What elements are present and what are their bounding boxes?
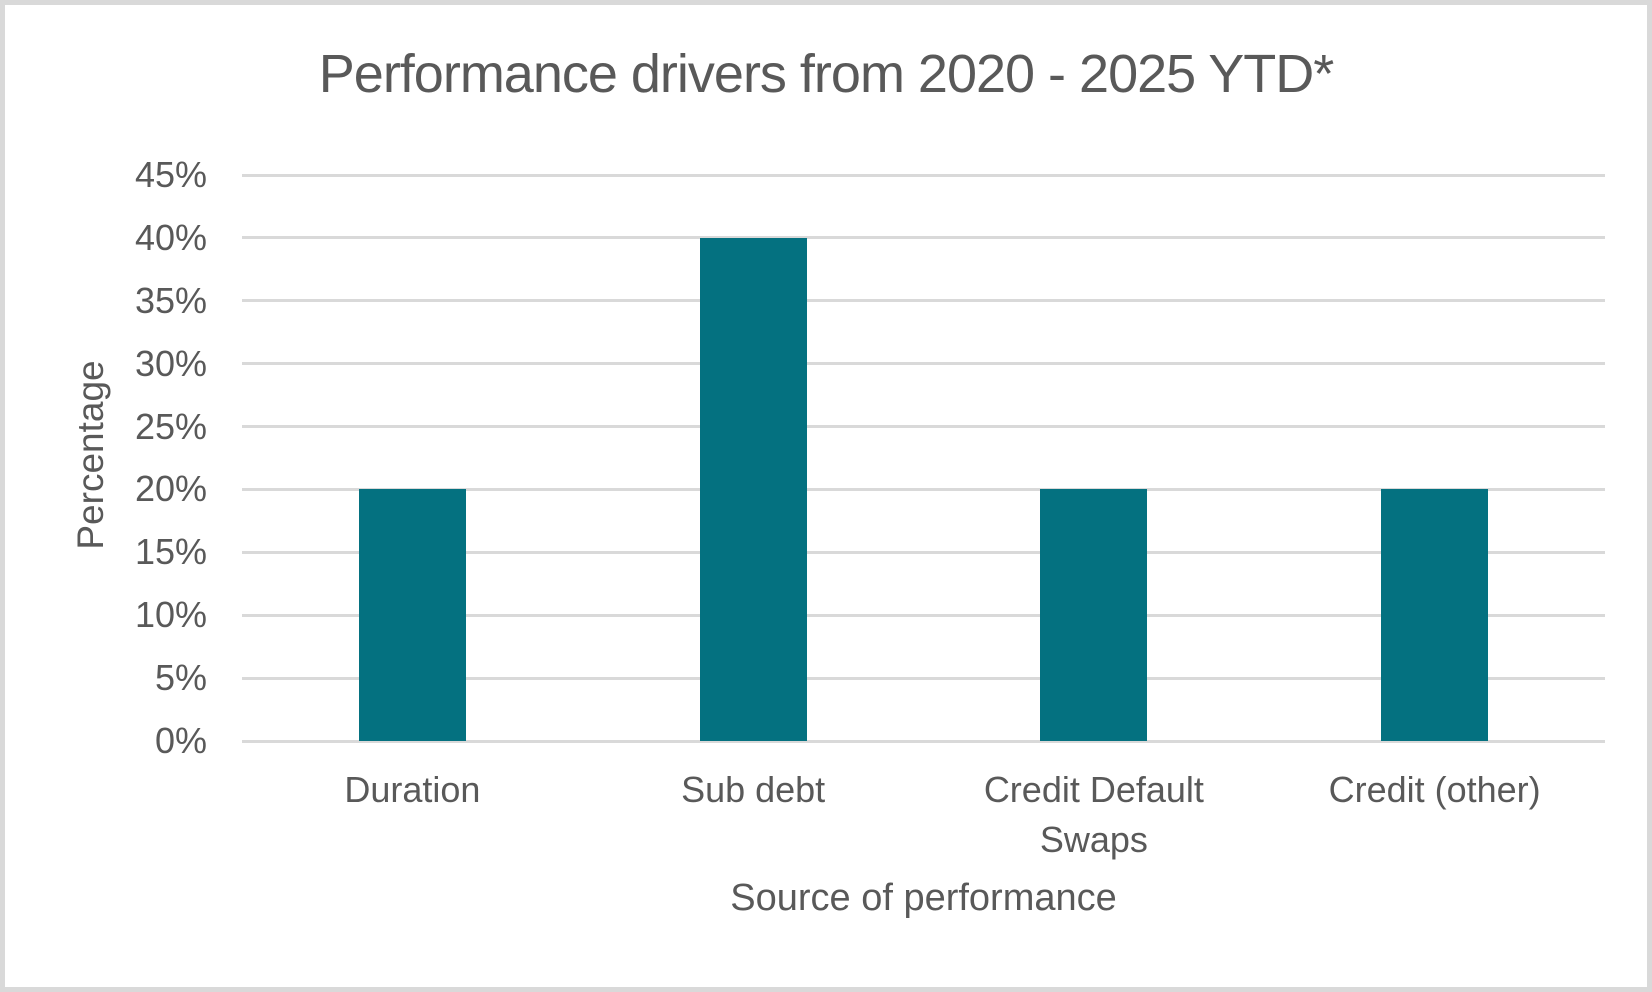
x-axis-category-label: Duration [344, 769, 481, 810]
y-axis-tick-label: 25% [134, 405, 207, 447]
y-axis-title: Percentage [70, 360, 111, 550]
gridline [242, 362, 1605, 366]
y-axis-tick-label: 20% [134, 468, 207, 510]
y-axis-tick-label: 35% [134, 279, 207, 321]
gridline [242, 173, 1605, 177]
gridline [242, 676, 1605, 680]
y-axis-tick-label: 5% [154, 657, 207, 699]
y-axis-tick-label: 15% [134, 531, 207, 573]
bar-credit-other [1381, 489, 1489, 741]
gridline [242, 739, 1605, 743]
y-axis-tick-label: 30% [134, 342, 207, 384]
gridline [242, 487, 1605, 491]
y-axis-tick-label: 40% [134, 216, 207, 258]
gridline [242, 236, 1605, 240]
chart-title: Performance drivers from 2020 - 2025 YTD… [318, 44, 1334, 104]
x-axis-title: Source of performance [730, 877, 1117, 919]
gridline [242, 550, 1605, 554]
bar-duration [358, 489, 466, 741]
x-axis-category-label: Sub debt [681, 769, 826, 810]
y-axis-tick-label: 10% [134, 594, 207, 636]
y-axis-tick-label: 45% [134, 154, 207, 195]
y-axis-tick-label: 0% [154, 720, 207, 761]
plot-area [242, 173, 1605, 743]
gridline [242, 425, 1605, 429]
bar-credit-default-swaps [1040, 489, 1148, 741]
gridline [242, 613, 1605, 617]
bar-sub-debt [699, 237, 807, 741]
x-axis-category-label: Credit Default Swaps [983, 769, 1204, 860]
gridline [242, 299, 1605, 303]
x-axis-category-label: Credit (other) [1328, 769, 1541, 810]
